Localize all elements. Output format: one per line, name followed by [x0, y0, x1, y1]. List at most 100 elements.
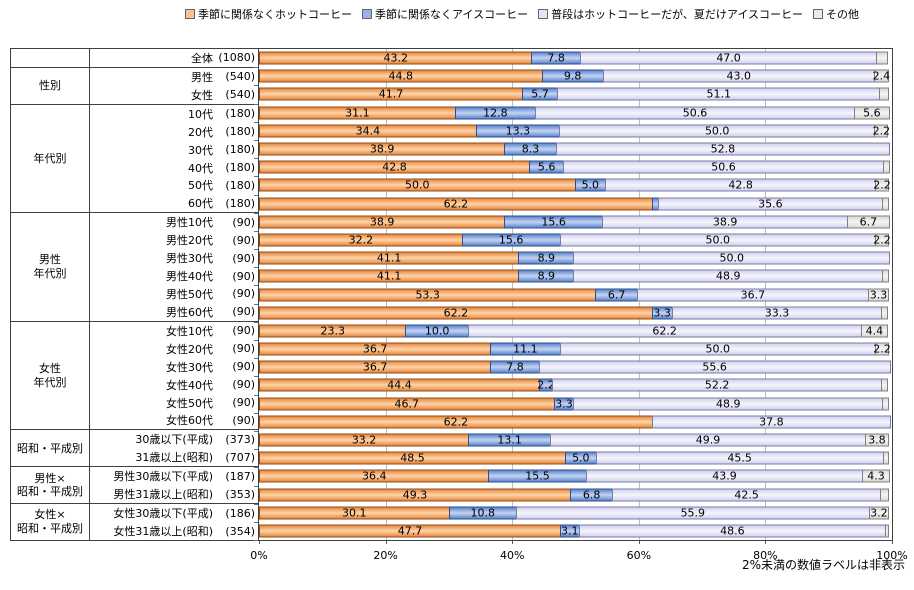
category-name: 女性60代 — [166, 414, 213, 428]
bar-row: 43.2 7.8 47.0 — [254, 49, 892, 69]
row-label: 男性30代 (90) — [90, 249, 258, 267]
category-name: 40代 — [188, 161, 213, 175]
bar-row: 30.1 10.8 55.9 3.2 — [254, 504, 892, 524]
bar-row: 41.7 5.7 51.1 — [254, 85, 892, 105]
group-label — [11, 49, 90, 67]
group-rows: 男性 (540) 女性 (540) — [90, 68, 258, 104]
group-label: 女性 年代別 — [11, 321, 90, 430]
bar-segment: 37.8 — [651, 415, 891, 429]
bar-segment: 50.0 — [573, 251, 890, 265]
row-label: 31歳以上(昭和) (707) — [90, 448, 258, 466]
category-name: 男性30代 — [166, 252, 213, 266]
value-label: 12.8 — [483, 106, 508, 120]
bar-segment — [882, 451, 889, 465]
value-label: 47.0 — [716, 51, 741, 65]
row-label: 女性40代 (90) — [90, 376, 258, 394]
category-count: (354) — [225, 524, 255, 538]
group-rows: 10代 (180) 20代 (180) 30代 (180) 40代 (180) 50代 (180)… — [90, 105, 258, 213]
value-label: 11.1 — [513, 342, 538, 356]
x-axis-tick-label: 0% — [250, 549, 268, 562]
category-name: 女性20代 — [166, 342, 213, 356]
category-count: (90) — [232, 251, 255, 265]
category-count: (90) — [232, 413, 255, 427]
bar-segment: 50.0 — [559, 233, 877, 247]
row-label: 男性30歳以下(平成) (187) — [90, 467, 258, 485]
row-label: 全体 (1080) — [90, 49, 258, 67]
stacked-bar: 50.0 5.0 42.8 2.2 — [259, 178, 892, 192]
bar-segment: 50.0 — [559, 342, 877, 356]
value-label: 55.6 — [702, 360, 727, 374]
value-label: 38.9 — [369, 142, 395, 156]
bar-segment: 42.5 — [612, 488, 882, 502]
bar-segment: 8.9 — [518, 251, 575, 265]
bar-segment: 50.0 — [558, 124, 876, 138]
bar-row: 62.2 35.6 — [254, 195, 892, 214]
row-label: 男性10代 (90) — [90, 213, 258, 231]
bar-row: 31.1 12.8 50.6 5.6 — [254, 104, 892, 123]
bar-segment — [885, 524, 889, 538]
value-label: 36.7 — [362, 342, 388, 356]
group-label: 性別 — [11, 67, 90, 104]
category-name: 女性40代 — [166, 378, 213, 392]
stacked-bar: 31.1 12.8 50.6 5.6 — [259, 106, 892, 120]
category-count: (90) — [232, 342, 255, 356]
value-label: 44.8 — [388, 69, 414, 83]
bar-segment: 50.0 — [259, 178, 576, 192]
stacked-bar: 62.2 35.6 — [259, 197, 892, 211]
bar-rows: 43.2 7.8 47.0 44.8 9.8 43.0 2.4 41.7 5.7 51.1 31.1… — [254, 49, 892, 542]
bar-segment: 33.3 — [671, 306, 883, 320]
value-label: 3.3 — [555, 397, 573, 411]
stacked-bar: 62.2 3.3 33.3 — [259, 306, 892, 320]
value-label: 2.4 — [872, 69, 891, 83]
category-name: 女性50代 — [166, 396, 213, 410]
stacked-bar: 46.7 3.3 48.9 — [259, 397, 892, 411]
value-label: 32.2 — [348, 233, 374, 247]
legend-item: 季節に関係なくホットコーヒー — [184, 6, 352, 22]
row-label: 30歳以下(平成) (373) — [90, 430, 258, 448]
bar-segment: 5.6 — [528, 160, 565, 174]
value-label: 10.0 — [424, 324, 450, 338]
value-label: 52.8 — [710, 142, 736, 156]
value-label: 36.7 — [740, 288, 766, 302]
x-axis-tick-label: 20% — [373, 549, 398, 562]
label-group: 性別 男性 (540) 女性 (540) — [11, 66, 258, 104]
group-label-line: 男性 — [39, 253, 61, 267]
bar-row: 36.7 11.1 50.0 2.2 — [254, 340, 892, 360]
bar-segment — [882, 160, 890, 174]
bar-segment — [882, 397, 889, 411]
stacked-bar: 36.4 15.5 43.9 4.3 — [259, 469, 892, 483]
category-name: 男性10代 — [166, 216, 213, 230]
value-label: 41.1 — [376, 269, 402, 283]
stacked-bar: 47.7 3.1 48.6 — [259, 524, 892, 538]
group-label: 男性× 昭和・平成別 — [11, 467, 90, 504]
category-name: 31歳以上(昭和) — [135, 451, 213, 465]
category-count: (180) — [225, 161, 255, 174]
stacked-bar: 41.7 5.7 51.1 — [259, 87, 892, 101]
bar-segment: 49.9 — [550, 433, 866, 447]
row-label: 10代 (180) — [90, 105, 258, 123]
category-count: (90) — [232, 269, 255, 283]
value-label: 51.1 — [706, 87, 732, 101]
category-count: (180) — [225, 178, 255, 192]
value-label: 8.9 — [537, 269, 556, 283]
bar-segment: 52.8 — [555, 142, 890, 156]
value-label: 7.8 — [547, 51, 565, 65]
category-name: 男性 — [191, 70, 213, 84]
bar-segment: 3.3 — [651, 306, 673, 320]
bar-segment: 62.2 — [259, 197, 653, 211]
bar-segment: 62.2 — [259, 306, 653, 320]
row-label: 50代 (180) — [90, 176, 258, 194]
bar-segment: 3.1 — [559, 524, 580, 538]
stacked-bar: 30.1 10.8 55.9 3.2 — [259, 506, 892, 520]
value-label: 2.2 — [537, 378, 555, 392]
bar-segment: 45.5 — [595, 451, 884, 465]
bar-segment: 34.4 — [259, 124, 477, 138]
legend-item: 季節に関係なくアイスコーヒー — [361, 6, 528, 22]
bar-segment: 41.1 — [259, 269, 520, 283]
stacked-bar: 62.2 37.8 — [259, 415, 892, 429]
bar-segment: 38.9 — [259, 215, 506, 229]
value-label: 5.0 — [572, 451, 590, 465]
bar-row: 38.9 15.6 38.9 6.7 — [254, 213, 892, 233]
bar-segment: 8.3 — [504, 142, 557, 156]
value-label: 49.3 — [402, 488, 428, 502]
